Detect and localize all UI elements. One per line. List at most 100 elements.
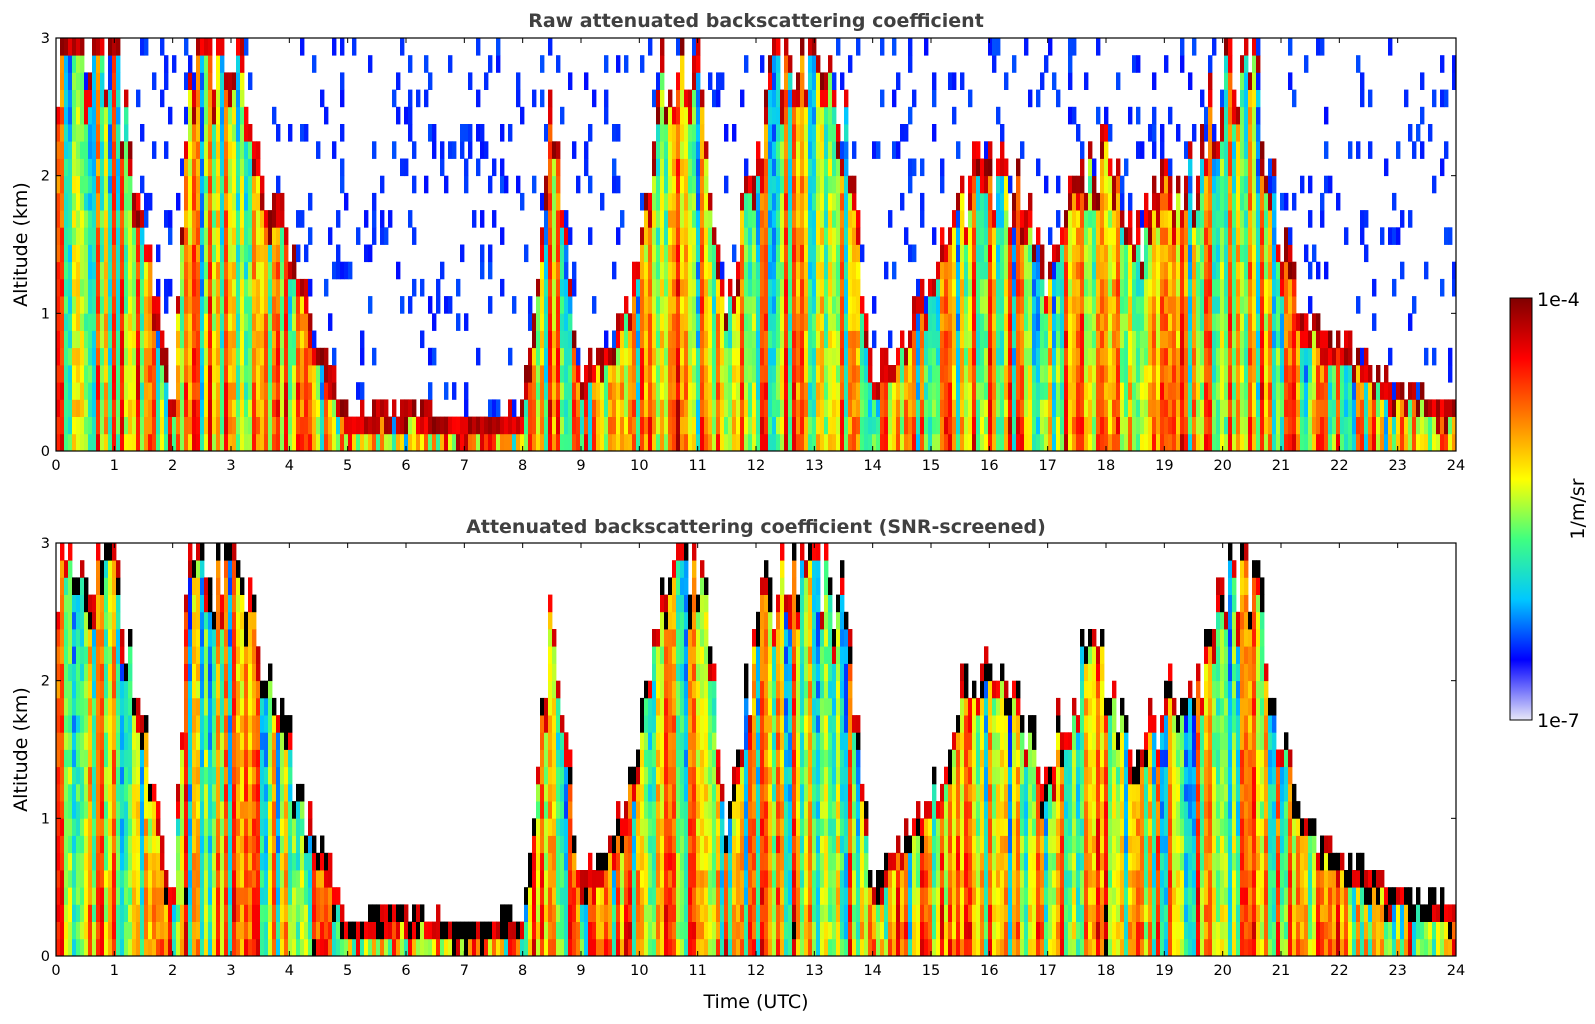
heatmap-cell [868, 399, 872, 417]
heatmap-cell [1052, 331, 1056, 349]
heatmap-cell [656, 107, 660, 125]
heatmap-cell [416, 417, 420, 435]
heatmap-cell [1116, 193, 1120, 211]
heatmap-cell [76, 331, 80, 349]
heatmap-cell [1212, 279, 1216, 297]
heatmap-cell [756, 434, 760, 452]
heatmap-cell [184, 399, 188, 417]
heatmap-cell [928, 348, 932, 366]
heatmap-cell [112, 159, 116, 177]
heatmap-cell [1428, 434, 1432, 452]
heatmap-cell [172, 399, 176, 417]
heatmap-cell [1028, 193, 1032, 211]
heatmap-cell [1092, 399, 1096, 417]
heatmap-cell [256, 159, 260, 177]
heatmap-cell [804, 176, 808, 194]
heatmap-cell [848, 348, 852, 366]
heatmap-cell [656, 399, 660, 417]
heatmap-cell [1208, 331, 1212, 349]
heatmap-cell [1240, 417, 1244, 435]
heatmap-cell [1020, 313, 1024, 331]
heatmap-cell [920, 279, 924, 297]
heatmap-cell [1036, 262, 1040, 280]
heatmap-cell [1376, 399, 1380, 417]
heatmap-cell [1028, 331, 1032, 349]
heatmap-cell [1220, 176, 1224, 194]
heatmap-cell [72, 72, 76, 90]
heatmap-cell [1052, 72, 1056, 90]
heatmap-cell [748, 262, 752, 280]
heatmap-cell [252, 399, 256, 417]
heatmap-cell [808, 55, 812, 73]
heatmap-cell [112, 55, 116, 73]
heatmap-cell [540, 399, 544, 417]
heatmap-cell [980, 313, 984, 331]
heatmap-cell [1096, 365, 1100, 383]
heatmap-cell [1012, 245, 1016, 263]
heatmap-cell [248, 313, 252, 331]
heatmap-cell [776, 210, 780, 228]
heatmap-cell [680, 399, 684, 417]
heatmap-cell [1364, 210, 1368, 228]
heatmap-cell [104, 245, 108, 263]
heatmap-cell [824, 365, 828, 383]
x-tick-label: 7 [460, 458, 469, 474]
heatmap-cell [1232, 331, 1236, 349]
heatmap-cell [1072, 331, 1076, 349]
heatmap-cell [1092, 313, 1096, 331]
heatmap-cell [1236, 331, 1240, 349]
heatmap-cell [60, 210, 64, 228]
heatmap-cell [860, 417, 864, 435]
heatmap-cell [440, 417, 444, 435]
heatmap-cell [1196, 262, 1200, 280]
heatmap-cell [704, 348, 708, 366]
heatmap-cell [792, 159, 796, 177]
heatmap-cell [760, 399, 764, 417]
heatmap-cell [668, 382, 672, 400]
heatmap-cell [1012, 348, 1016, 366]
heatmap-cell [1164, 193, 1168, 211]
heatmap-cell [1200, 313, 1204, 331]
heatmap-cell [1200, 193, 1204, 211]
heatmap-cell [800, 434, 804, 452]
heatmap-cell [184, 159, 188, 177]
heatmap-cell [260, 331, 264, 349]
heatmap-cell [612, 399, 616, 417]
heatmap-cell [1192, 331, 1196, 349]
heatmap-cell [1228, 90, 1232, 108]
heatmap-cell [380, 176, 384, 194]
heatmap-cell [712, 296, 716, 314]
heatmap-cell [1084, 382, 1088, 400]
heatmap-cell [832, 382, 836, 400]
heatmap-cell [792, 227, 796, 245]
heatmap-cell [660, 262, 664, 280]
heatmap-cell [236, 38, 240, 56]
heatmap-cell [936, 348, 940, 366]
heatmap-cell [144, 417, 148, 435]
heatmap-cell [120, 365, 124, 383]
heatmap-cell [120, 399, 124, 417]
heatmap-cell [1292, 313, 1296, 331]
heatmap-cell [812, 348, 816, 366]
heatmap-cell [688, 159, 692, 177]
heatmap-cell [856, 434, 860, 452]
heatmap-cell [212, 417, 216, 435]
heatmap-cell [796, 193, 800, 211]
heatmap-cell [1400, 434, 1404, 452]
heatmap-cell [1112, 365, 1116, 383]
heatmap-cell [1408, 399, 1412, 417]
heatmap-cell [236, 262, 240, 280]
heatmap-cell [336, 434, 340, 452]
heatmap-cell [1120, 365, 1124, 383]
heatmap-cell [1208, 72, 1212, 90]
heatmap-cell [220, 262, 224, 280]
heatmap-cell [308, 399, 312, 417]
heatmap-cell [208, 331, 212, 349]
heatmap-cell [768, 176, 772, 194]
heatmap-cell [912, 245, 916, 263]
heatmap-cell [1336, 417, 1340, 435]
heatmap-cell [236, 434, 240, 452]
heatmap-cell [768, 434, 772, 452]
heatmap-cell [340, 417, 344, 435]
heatmap-cell [1248, 245, 1252, 263]
